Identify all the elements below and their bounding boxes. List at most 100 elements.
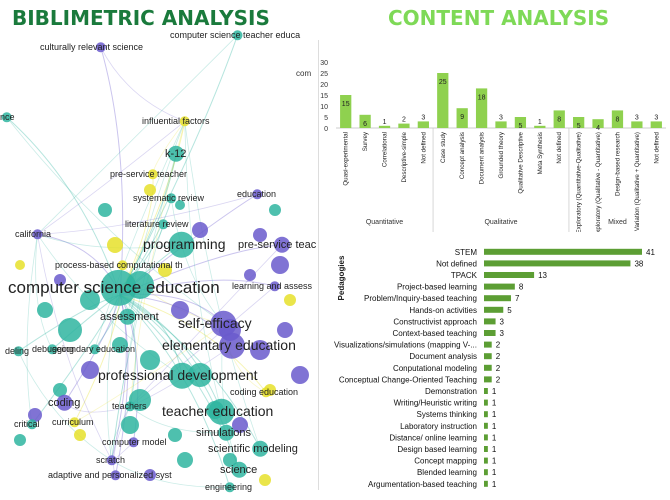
keyword-label[interactable]: critical	[14, 419, 40, 429]
network-edge	[37, 234, 183, 377]
keyword-network: culturally relevant science computer scie…	[0, 30, 317, 493]
keyword-label[interactable]: engineering	[205, 482, 252, 492]
bar[interactable]	[378, 125, 391, 128]
bar[interactable]	[573, 117, 585, 128]
keyword-label[interactable]: literature review	[125, 219, 189, 229]
keyword-label[interactable]: influential factors	[142, 116, 210, 126]
bar[interactable]	[484, 248, 642, 255]
bar[interactable]	[484, 480, 488, 487]
bar[interactable]	[495, 121, 507, 128]
keyword-label[interactable]: california	[15, 229, 51, 239]
keyword-label[interactable]: nce	[0, 112, 15, 122]
keyword-label[interactable]: curriculum	[52, 417, 94, 427]
keyword-node	[95, 42, 106, 53]
bar[interactable]	[484, 283, 515, 290]
keyword-label[interactable]: learning and assess	[232, 281, 313, 291]
keyword-label[interactable]: education	[237, 189, 276, 199]
network-labels: culturally relevant science computer scie…	[0, 30, 317, 492]
bar[interactable]	[484, 469, 488, 476]
bar-value-label: 38	[634, 259, 643, 268]
bar[interactable]	[484, 341, 492, 348]
bar[interactable]	[484, 457, 488, 464]
bar[interactable]	[484, 330, 496, 336]
network-node	[291, 366, 309, 384]
keyword-label[interactable]: simulations	[196, 427, 252, 439]
bar[interactable]	[534, 125, 546, 128]
keyword-label[interactable]: programming	[143, 236, 225, 252]
keyword-label[interactable]: teachers	[112, 401, 147, 411]
bar[interactable]	[650, 121, 662, 128]
keyword-label[interactable]: scientific modeling	[208, 443, 298, 455]
keyword-node	[119, 308, 136, 325]
bar-value-label: 1	[492, 457, 497, 466]
bar[interactable]	[514, 117, 527, 128]
keyword-label[interactable]: computer model	[102, 437, 167, 447]
bar[interactable]	[475, 88, 488, 128]
bar[interactable]	[437, 73, 449, 128]
category-label: Constructivist approach	[393, 317, 477, 326]
bar[interactable]	[484, 376, 492, 383]
bar[interactable]	[484, 272, 535, 278]
bar[interactable]	[359, 114, 371, 128]
keyword-label[interactable]: coding education	[230, 387, 298, 397]
network-node	[53, 383, 67, 397]
bar[interactable]	[484, 422, 488, 429]
network-edge	[37, 193, 258, 235]
keyword-label[interactable]: culturally relevant science	[40, 42, 143, 52]
bar[interactable]	[484, 306, 504, 313]
bar[interactable]	[484, 318, 496, 325]
keyword-label[interactable]: adaptive and personalized syst	[48, 470, 172, 480]
keyword-label[interactable]: science	[220, 464, 257, 476]
keyword-label[interactable]: scratch	[96, 455, 125, 465]
keyword-label[interactable]: elementary education	[162, 337, 296, 353]
keyword-label[interactable]: coding	[48, 397, 80, 409]
bar[interactable]	[484, 399, 488, 406]
bar-value-label: 8	[519, 283, 524, 292]
keyword-node	[27, 419, 37, 430]
bar[interactable]	[592, 119, 604, 128]
bar[interactable]	[484, 434, 488, 441]
bar-value-label: 4	[596, 125, 600, 132]
bar[interactable]	[417, 121, 429, 128]
keyword-label[interactable]: pre-service teacher	[110, 169, 187, 179]
keyword-label[interactable]: computer science teacher educa	[170, 30, 300, 40]
keyword-label[interactable]: systematic review	[133, 193, 205, 203]
bar[interactable]	[631, 121, 643, 128]
keyword-label[interactable]: computer science education	[8, 278, 220, 297]
bar[interactable]	[456, 108, 468, 128]
bar[interactable]	[553, 110, 565, 128]
bar[interactable]	[611, 110, 624, 128]
y-tick-label: 25	[320, 71, 328, 78]
keyword-label[interactable]: debugging	[32, 344, 74, 354]
network-node	[171, 301, 189, 319]
keyword-label[interactable]: teacher education	[162, 403, 273, 419]
x-tick-label: Not defined	[556, 131, 563, 163]
network-edge	[100, 47, 124, 296]
keyword-label[interactable]: k-12	[165, 148, 186, 160]
bar-value-label: 3	[499, 114, 503, 121]
bar[interactable]	[484, 353, 492, 360]
keyword-label[interactable]: self-efficacy	[178, 315, 252, 331]
bar-value-label: 3	[654, 114, 658, 121]
bar[interactable]	[484, 388, 488, 394]
x-tick-label: Qualitative Descriptive	[517, 131, 524, 193]
network-node	[223, 453, 237, 467]
keyword-node	[147, 169, 158, 180]
bar[interactable]	[484, 260, 631, 267]
keyword-node	[69, 417, 80, 428]
keyword-label[interactable]: secondary education	[52, 344, 135, 354]
bar[interactable]	[340, 95, 352, 128]
bar[interactable]	[484, 364, 492, 371]
bar[interactable]	[484, 446, 488, 452]
bar[interactable]	[484, 295, 511, 302]
keyword-label[interactable]: pre-service teac	[238, 239, 317, 251]
keyword-label[interactable]: assessment	[100, 311, 159, 323]
keyword-label[interactable]: professional development	[98, 367, 258, 383]
bar[interactable]	[398, 123, 410, 128]
bar-value-label: 1	[383, 119, 387, 126]
keyword-label[interactable]: process-based computational th	[55, 260, 183, 270]
keyword-label[interactable]: deling	[5, 346, 29, 356]
keyword-node	[231, 461, 248, 478]
bar[interactable]	[484, 411, 488, 418]
